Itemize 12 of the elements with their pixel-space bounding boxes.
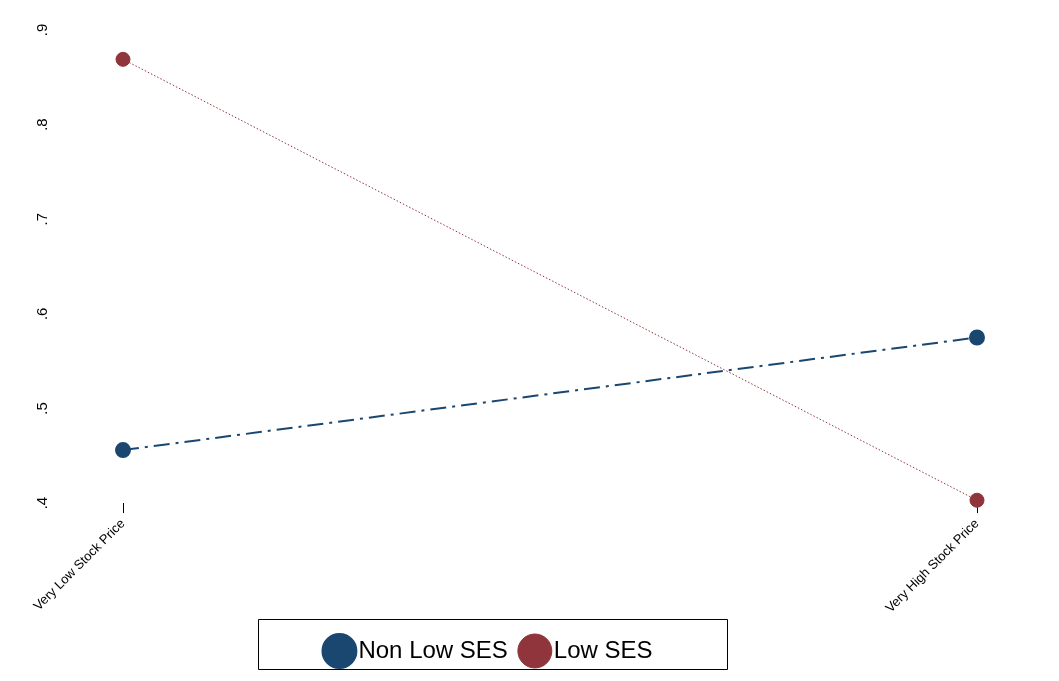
legend-label: Non Low SES (358, 635, 508, 663)
y-tick-label: .5 (33, 402, 51, 415)
y-tick-label: .4 (33, 496, 51, 510)
point (969, 492, 985, 508)
point (969, 329, 985, 346)
point (115, 51, 131, 67)
legend-label: Low SES (553, 635, 653, 663)
point (115, 442, 131, 459)
y-tick-label: .6 (33, 307, 51, 321)
y-tick-label: .8 (33, 118, 51, 131)
y-tick-label: .9 (33, 23, 51, 37)
y-tick-label: .7 (33, 212, 51, 226)
